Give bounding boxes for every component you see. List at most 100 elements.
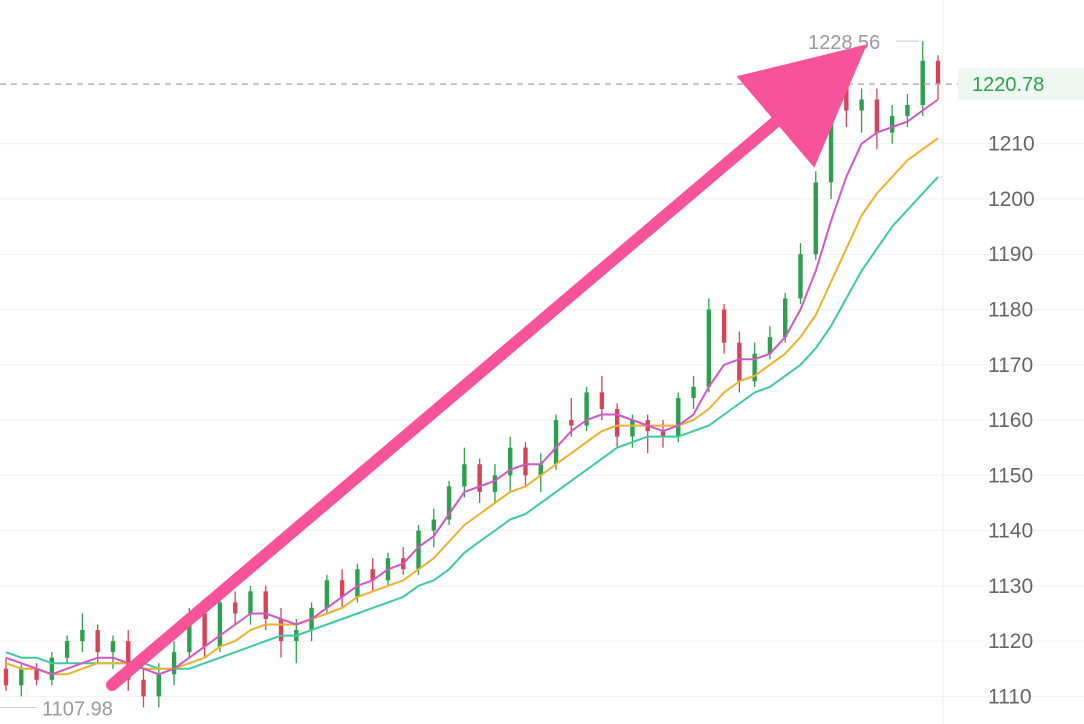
candle: [844, 60, 849, 128]
candle: [446, 480, 452, 526]
candle-body: [630, 420, 635, 437]
candle-body: [721, 309, 727, 343]
candle-body: [19, 668, 24, 686]
moving-averages: [5, 98, 939, 676]
candle: [599, 375, 605, 421]
candle-body: [248, 591, 253, 614]
candle: [34, 663, 39, 686]
current-price-label: 1220.78: [972, 74, 1044, 96]
candle: [202, 607, 207, 658]
candle-body: [126, 641, 131, 680]
candle-body: [538, 464, 543, 476]
ma-long-line: [5, 176, 939, 670]
candle: [859, 88, 864, 133]
y-tick-label: 1160: [988, 409, 1033, 432]
candle-body: [920, 60, 925, 106]
y-tick-label: 1170: [988, 354, 1033, 377]
candle: [645, 414, 650, 454]
candle: [935, 55, 941, 100]
candle-body: [431, 519, 437, 531]
candle-body: [859, 99, 864, 111]
y-tick-label: 1200: [988, 188, 1035, 211]
candle-body: [492, 475, 498, 492]
candle-body: [263, 591, 268, 619]
candle: [477, 458, 482, 503]
max-price-label: 1228.56: [808, 32, 880, 54]
candle-body: [935, 60, 941, 85]
candle-body: [676, 397, 681, 437]
candle: [3, 657, 9, 691]
candle-body: [569, 420, 574, 426]
candle: [248, 585, 253, 625]
candle: [141, 668, 146, 708]
candle-body: [339, 580, 345, 597]
candle-body: [553, 420, 559, 465]
candle: [263, 585, 268, 631]
candle: [721, 303, 727, 354]
y-tick-label: 1180: [988, 298, 1033, 321]
candle: [339, 569, 345, 608]
y-tick-label: 1190: [988, 243, 1033, 266]
candle-body: [34, 668, 39, 680]
candle-body: [202, 613, 207, 647]
candle: [813, 171, 818, 260]
y-tick-label: 1120: [988, 630, 1033, 653]
candle: [492, 464, 498, 503]
candle-body: [3, 668, 9, 686]
candle-body: [171, 652, 177, 675]
candle-body: [278, 618, 284, 642]
min-price-label: 1107.98: [42, 699, 113, 721]
y-tick-label: 1210: [988, 133, 1035, 156]
candle-body: [462, 464, 467, 487]
candle: [584, 386, 589, 432]
candle-body: [95, 630, 100, 653]
candle-body: [187, 613, 192, 653]
candles: [3, 41, 941, 708]
candle-body: [783, 298, 788, 338]
candle: [507, 436, 513, 492]
gridlines: [0, 143, 1084, 697]
candle: [416, 525, 421, 575]
candle-body: [324, 580, 330, 608]
candle-body: [507, 447, 513, 476]
candle-body: [737, 342, 742, 382]
candle-body: [64, 641, 70, 658]
candle-body: [798, 254, 803, 299]
y-tick-label: 1110: [988, 685, 1032, 708]
candle-body: [691, 386, 696, 398]
candle-body: [156, 674, 161, 697]
candle: [538, 453, 543, 492]
candle: [798, 243, 803, 304]
candle-body: [767, 337, 773, 354]
candle: [828, 66, 834, 199]
candle: [874, 88, 880, 150]
candle: [676, 392, 681, 443]
candle-body: [232, 602, 238, 614]
candle-body: [844, 77, 849, 111]
candle: [156, 663, 161, 708]
candle: [370, 558, 375, 592]
candle: [64, 635, 70, 664]
candle-body: [446, 486, 452, 520]
candle: [49, 652, 55, 686]
ma-mid-line: [5, 137, 939, 676]
candle: [217, 596, 223, 653]
current-price-tag: [958, 68, 1084, 101]
candle-body: [874, 99, 880, 133]
candle: [278, 607, 284, 658]
candle: [660, 420, 666, 448]
ma-short-line: [5, 98, 939, 676]
candle-body: [416, 530, 421, 570]
candle-body: [477, 464, 482, 492]
candle-body: [828, 77, 834, 183]
candle: [80, 613, 85, 653]
candle: [309, 602, 314, 642]
candle-body: [217, 602, 223, 647]
candle-body: [370, 569, 375, 581]
candle-body: [614, 408, 620, 437]
candle: [752, 342, 757, 387]
candle-body: [355, 569, 360, 597]
candle-body: [813, 182, 818, 255]
candle: [783, 292, 788, 343]
